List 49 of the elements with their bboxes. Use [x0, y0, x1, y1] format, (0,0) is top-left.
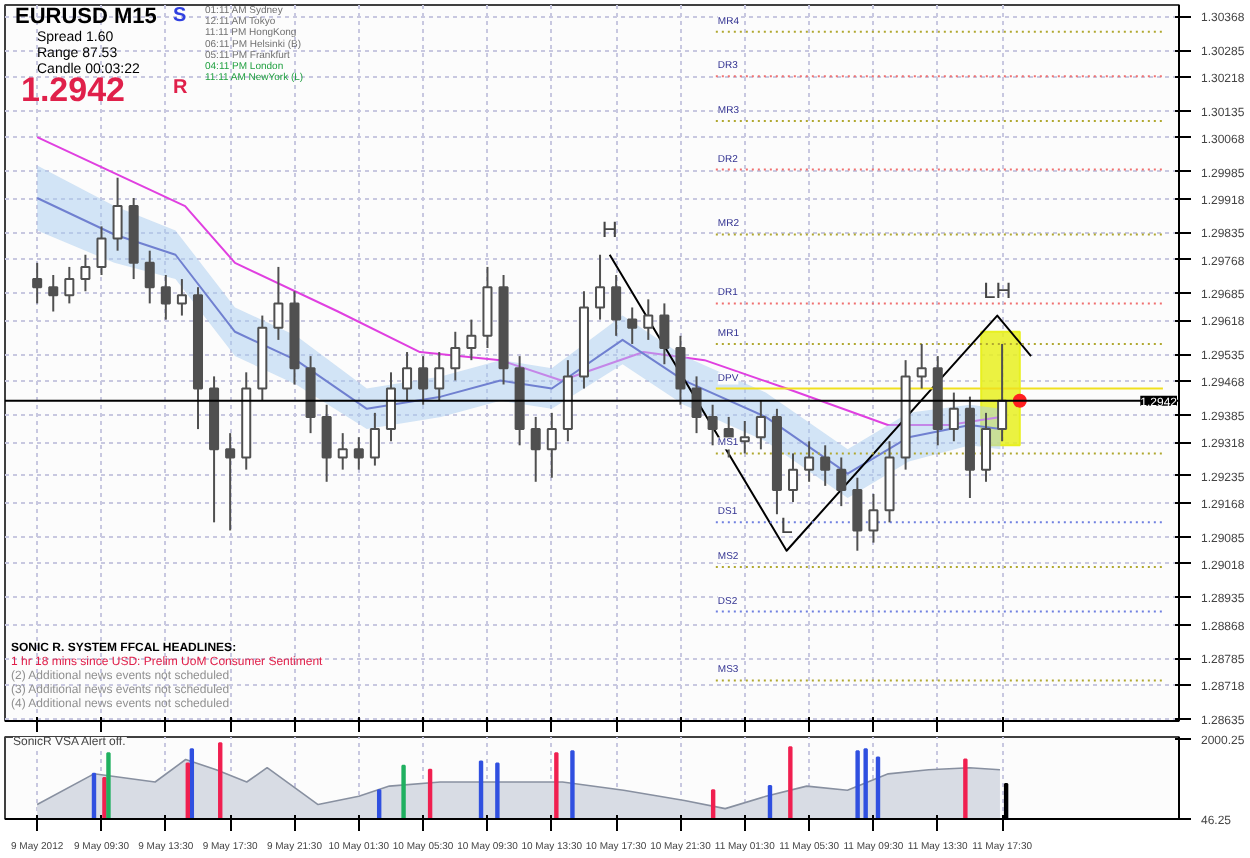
candlestick: [948, 391, 959, 443]
candlestick: [112, 176, 123, 252]
candlestick: [804, 440, 815, 483]
annotation: S: [173, 5, 187, 27]
candlestick: [32, 261, 43, 305]
candlestick: [225, 432, 236, 532]
candlestick: [80, 253, 91, 293]
candlestick: [659, 302, 670, 366]
annotation: H: [601, 218, 618, 243]
candlestick: [916, 342, 927, 390]
candlestick: [836, 456, 847, 508]
candlestick: [643, 298, 654, 341]
candlestick: [160, 274, 171, 321]
annotation: L: [780, 514, 793, 539]
annotation: R: [173, 77, 189, 99]
candlestick: [466, 318, 477, 362]
candlestick: [176, 278, 187, 317]
candlestick: [627, 306, 638, 345]
candlestick: [755, 399, 766, 451]
candlestick: [675, 334, 686, 406]
candlestick: [546, 411, 557, 479]
candlestick: [820, 444, 831, 487]
annotation: LH: [983, 279, 1012, 304]
candlestick: [434, 351, 445, 402]
candlestick: [273, 265, 284, 341]
candlestick: [402, 351, 413, 402]
candlestick: [96, 225, 107, 277]
candlestick: [997, 342, 1008, 443]
candlestick: [707, 403, 718, 447]
candlestick: [595, 253, 606, 321]
candlestick: [530, 415, 541, 483]
candlestick: [321, 403, 332, 483]
candlestick: [611, 274, 622, 337]
candlestick: [852, 476, 863, 552]
candlestick: [450, 330, 461, 382]
annotation: 1.2942: [21, 71, 125, 109]
candlestick: [691, 375, 702, 435]
candlestick: [385, 371, 396, 443]
candlestick: [868, 492, 879, 544]
candlestick: [337, 432, 348, 471]
candlestick: [980, 411, 992, 483]
candlestick: [144, 249, 155, 305]
annotation: EURUSD M15: [15, 5, 157, 29]
candlestick: [64, 265, 75, 305]
candlestick: [369, 411, 380, 467]
candlestick: [48, 274, 59, 313]
candlestick: [353, 436, 364, 471]
candlestick: [418, 355, 429, 406]
candlestick: [788, 452, 799, 504]
